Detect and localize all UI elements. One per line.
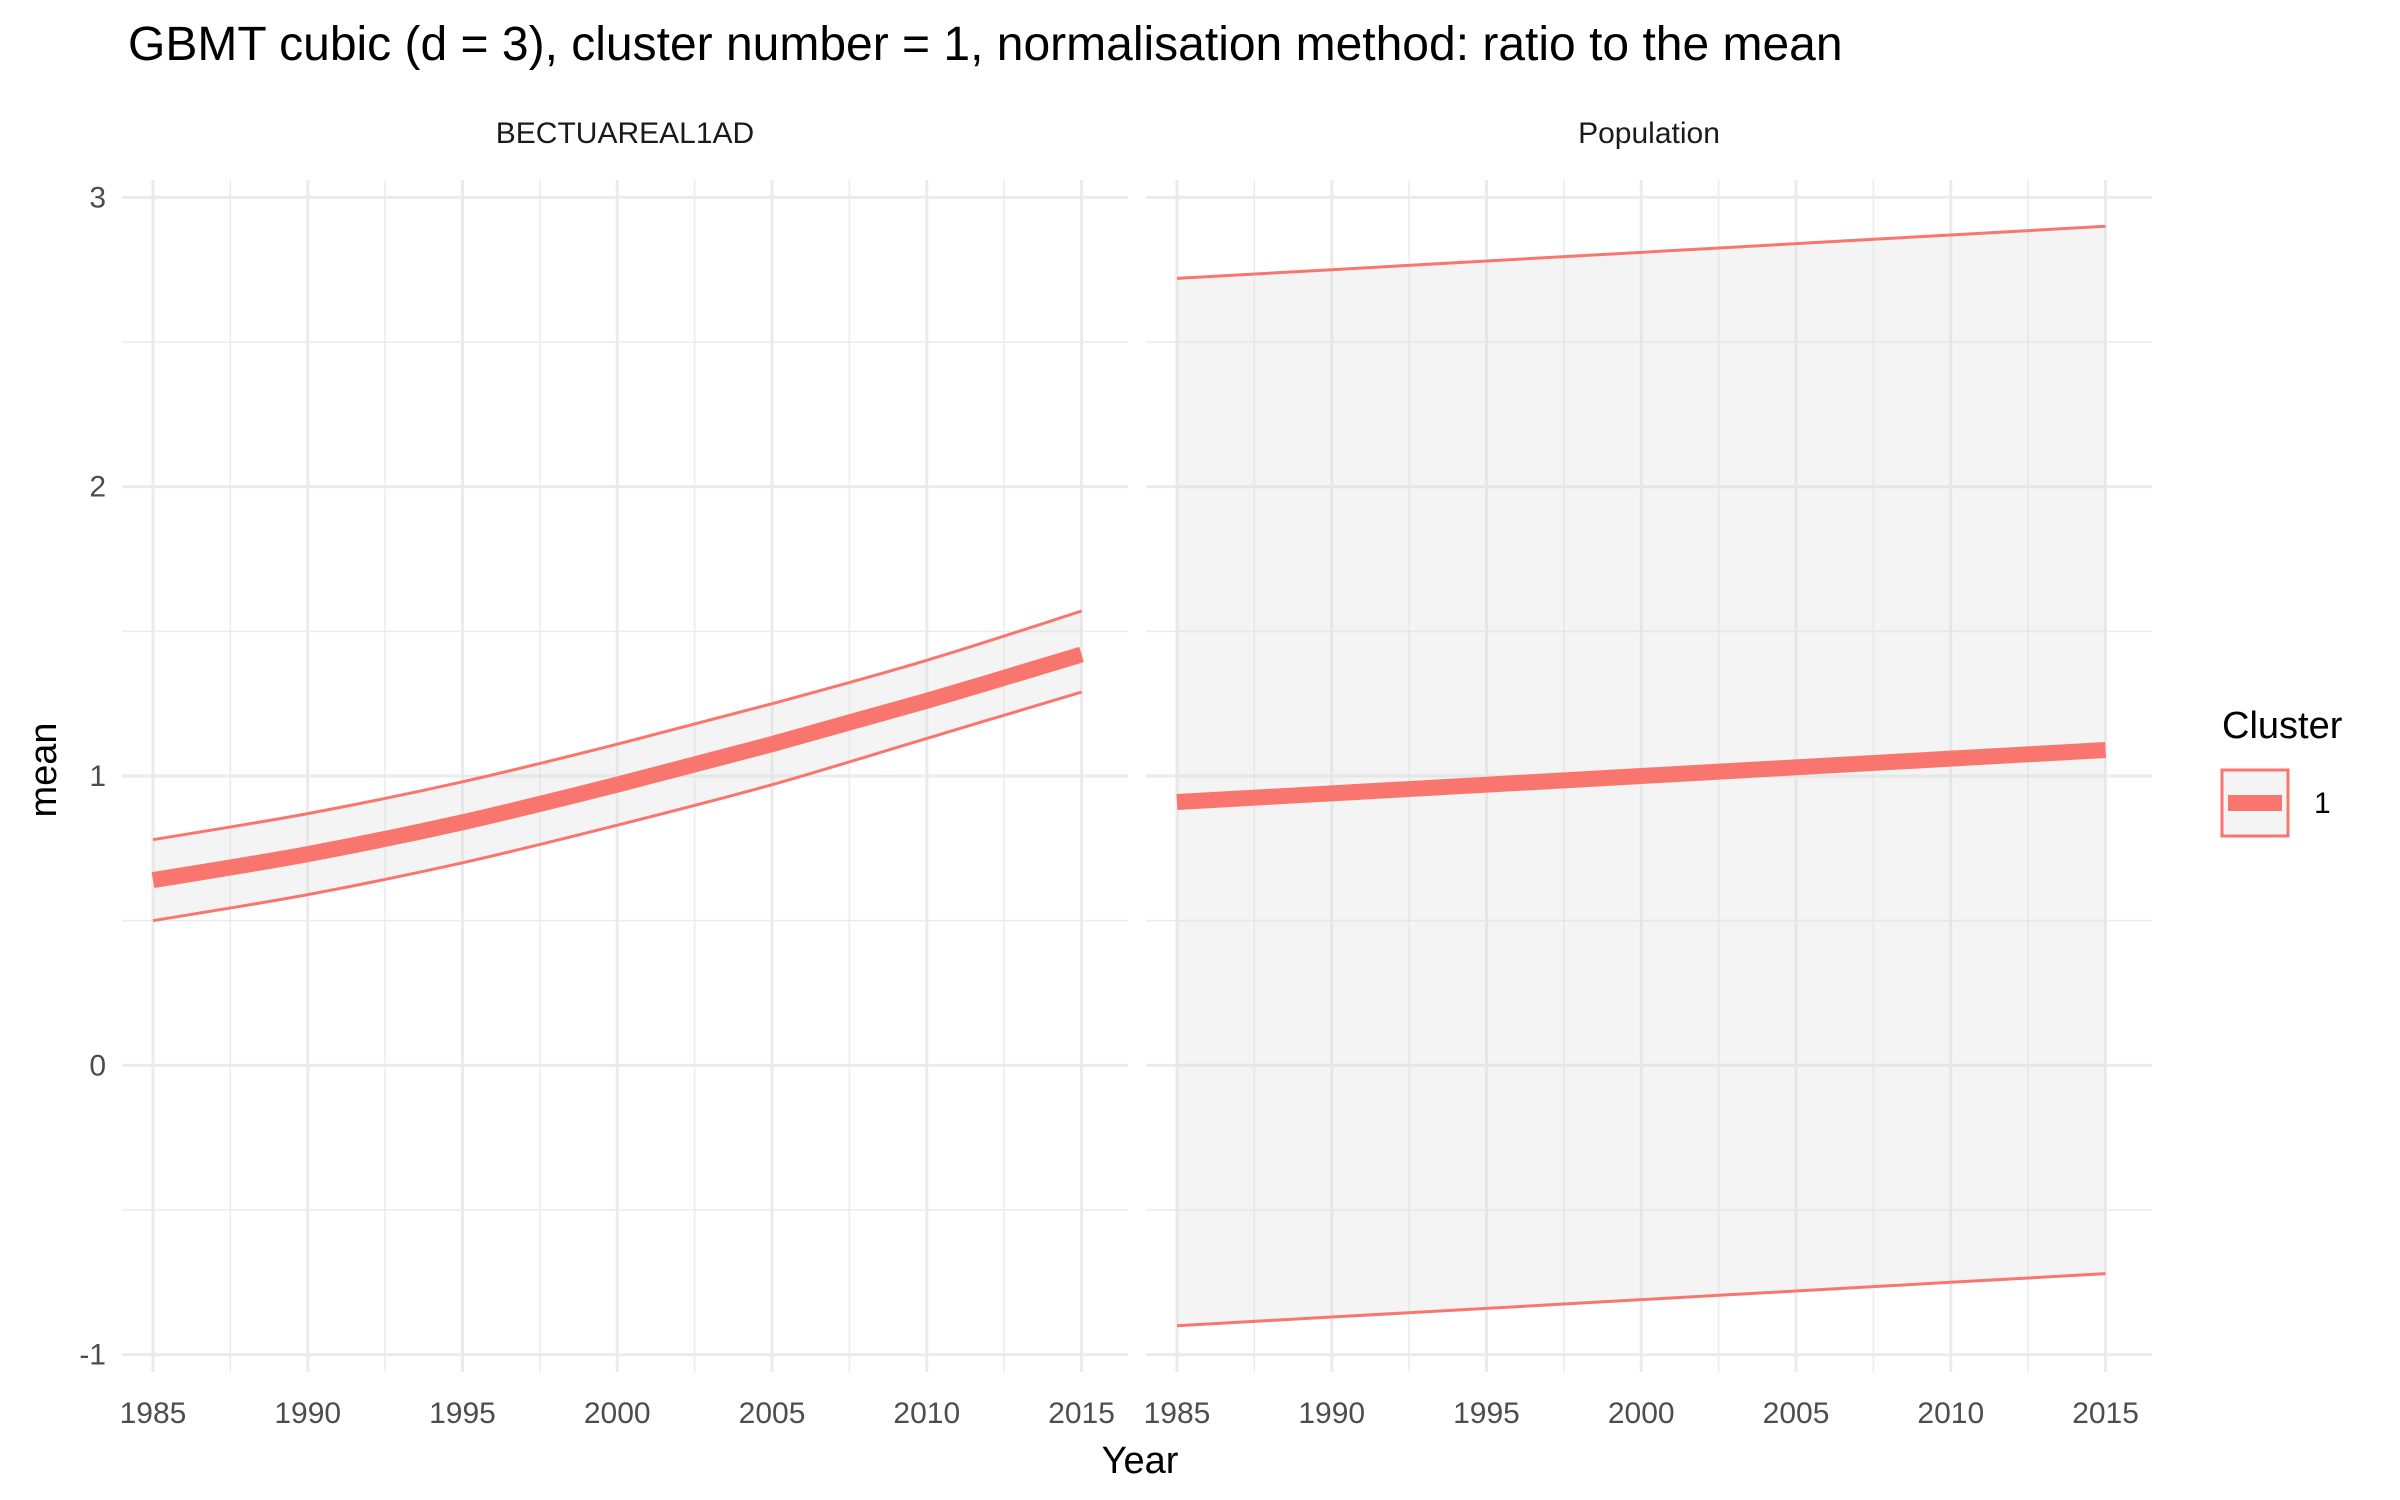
x-tick-label: 2010 [1917, 1397, 1984, 1430]
strip-label: Population [1578, 117, 1720, 150]
upper-bound-line [1176, 224, 2106, 280]
x-tick-label: 2015 [1048, 1397, 1115, 1430]
y-tick-label: -1 [79, 1339, 106, 1372]
x-axis-label: Year [1102, 1440, 1179, 1482]
upper-bound-line [152, 609, 1083, 842]
legend: Cluster 1 [2220, 705, 2343, 838]
y-tick-label: 2 [89, 471, 106, 504]
x-tick-label: 1990 [274, 1397, 341, 1430]
panel-population: Population 1985 1990 1995 2000 2005 2010 2015 [1144, 117, 2152, 1430]
x-tick-label: 2005 [1763, 1397, 1830, 1430]
x-tick-label: 1990 [1298, 1397, 1365, 1430]
y-tick-label: 1 [89, 760, 106, 793]
x-tick-label: 1995 [429, 1397, 496, 1430]
y-tick-label: 3 [89, 181, 106, 214]
y-axis-label: mean [23, 722, 65, 817]
lower-bound-line [1176, 1272, 2106, 1328]
x-tick-label: 1985 [1144, 1397, 1211, 1430]
y-tick-label: 0 [89, 1049, 106, 1082]
x-tick-label: 2000 [584, 1397, 651, 1430]
mean-line [1176, 741, 2107, 811]
x-tick-label: 2010 [893, 1397, 960, 1430]
mean-line [151, 646, 1084, 889]
x-tick-label: 2015 [2072, 1397, 2139, 1430]
x-tick-label: 2000 [1608, 1397, 1675, 1430]
x-tick-label: 2005 [739, 1397, 806, 1430]
strip-label: BECTUAREAL1AD [496, 117, 754, 150]
legend-title: Cluster [2222, 705, 2343, 747]
x-tick-label: 1985 [120, 1397, 187, 1430]
legend-entry-label: 1 [2314, 787, 2331, 820]
y-tick-labels: -1 0 1 2 3 [79, 181, 106, 1371]
panel-bectuareal1ad: BECTUAREAL1AD 1985 1990 1995 2000 2005 2010 201… [120, 117, 1128, 1430]
lower-bound-line [152, 690, 1082, 923]
chart-title: GBMT cubic (d = 3), cluster number = 1, … [128, 18, 1843, 71]
x-tick-label: 1995 [1453, 1397, 1520, 1430]
